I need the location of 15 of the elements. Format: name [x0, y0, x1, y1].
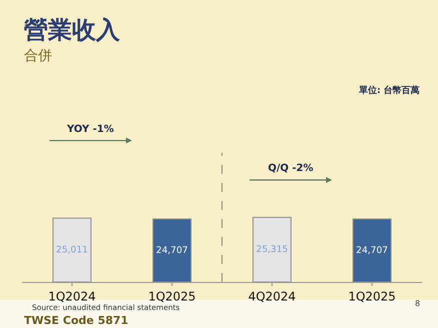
- x-tick-label: 1Q2025: [348, 289, 396, 304]
- chart-title: 營業收入: [24, 16, 121, 44]
- text: 8: [415, 299, 420, 308]
- data-label: 24,707: [156, 246, 188, 256]
- text: Q/Q -2%: [268, 163, 314, 174]
- text: YOY -1%: [66, 124, 114, 135]
- x-tick-label: 4Q2024: [248, 289, 296, 304]
- x-tick-label: 1Q2024: [48, 289, 96, 304]
- x-tick-label: 1Q2025: [148, 289, 196, 304]
- chart-subtitle: 合併: [24, 48, 52, 64]
- data-label: 24,707: [356, 246, 388, 256]
- text: TWSE Code 5871: [24, 314, 128, 327]
- data-label: 25,315: [256, 245, 288, 256]
- data-label: 25,011: [56, 246, 88, 256]
- text: 單位: 台幣百萬: [358, 85, 420, 96]
